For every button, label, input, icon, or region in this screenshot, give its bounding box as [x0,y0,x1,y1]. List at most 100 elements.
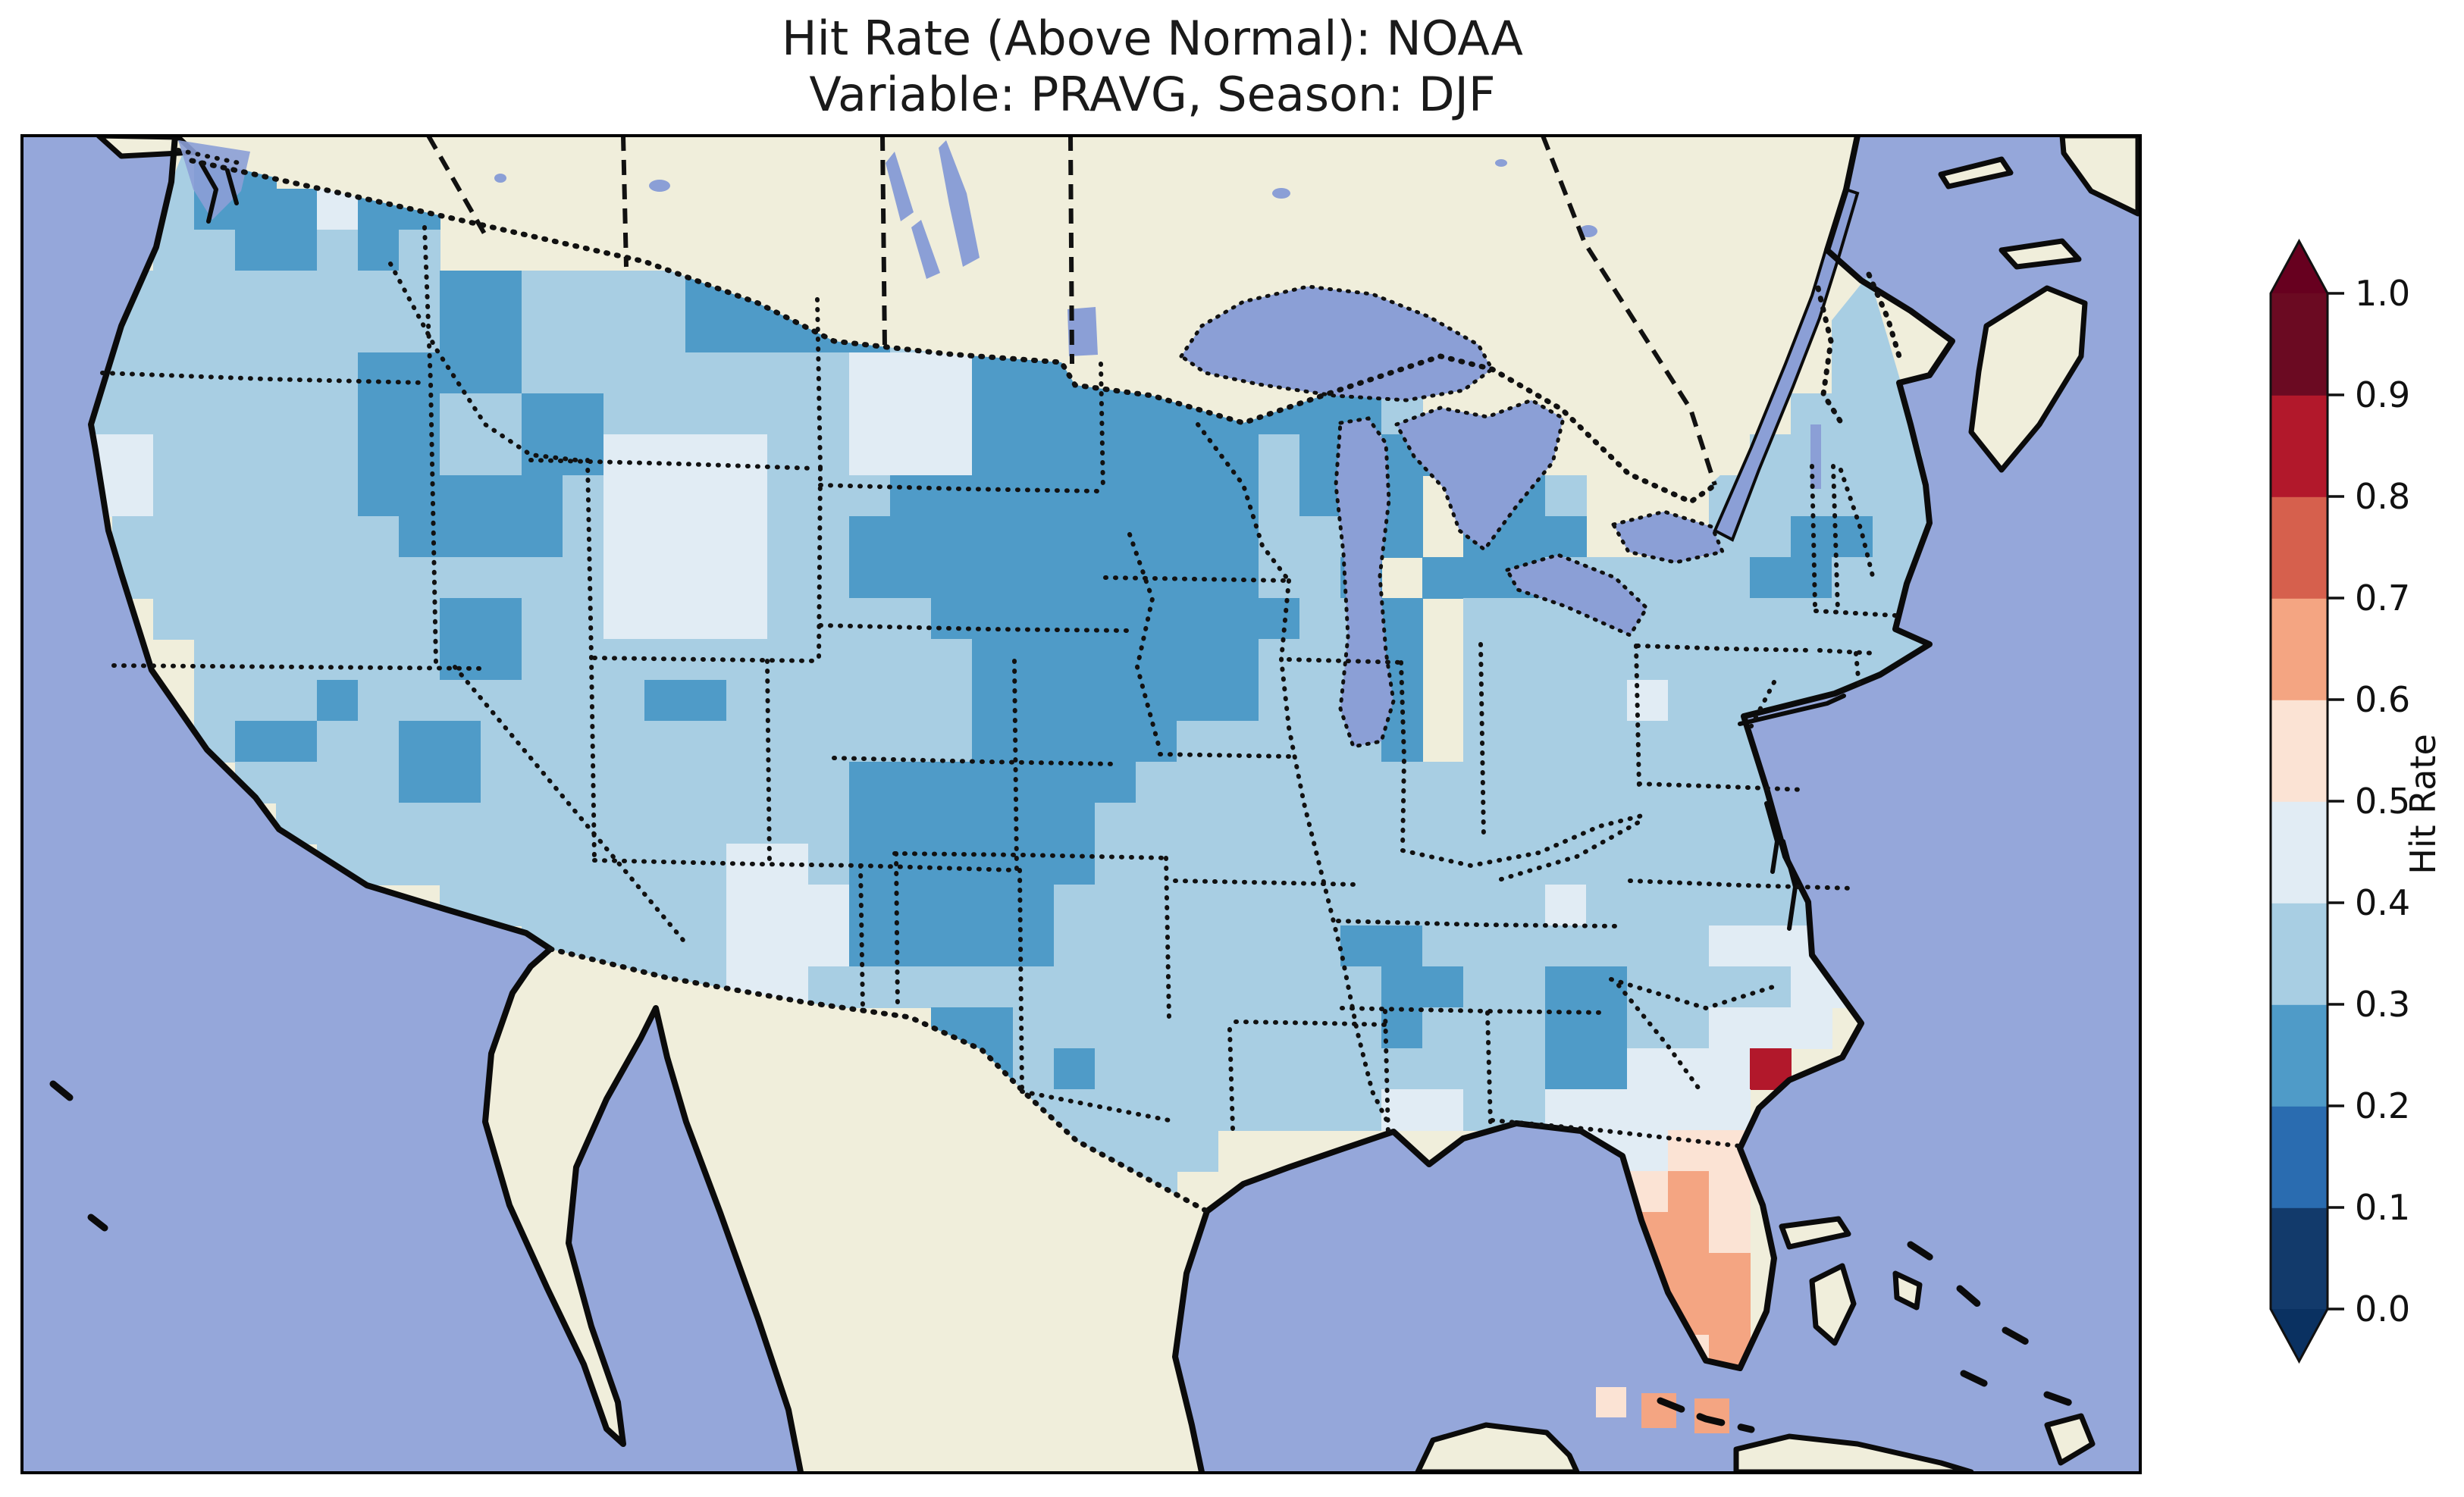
hit-rate-cell [808,925,850,967]
hit-rate-cell [808,721,850,763]
hit-rate-cell [972,393,1014,435]
hit-rate-cell [1422,925,1464,967]
hit-rate-cell [1177,721,1218,763]
hit-rate-cell [481,598,522,640]
colorbar: 0.0 0.1 0.2 0.3 0.4 0.5 0.6 0.7 0.8 0.9 1.0 [2269,238,2410,1364]
hit-rate-cell [972,1007,1014,1049]
hit-rate-cell [890,803,932,844]
hit-rate-cell [890,762,932,803]
hit-rate-cell [603,885,645,926]
colorbar-tick-label: 0.0 [2355,1289,2410,1329]
colorbar-tick-label: 0.9 [2355,374,2410,415]
hit-rate-cell [1545,762,1587,803]
hit-rate-cell [849,925,891,967]
hit-rate-cell [563,680,604,722]
hit-rate-cell [1095,434,1136,476]
hit-rate-cell [399,803,440,844]
hit-rate-cell [440,844,481,885]
hit-rate-cell [1791,557,1832,599]
hit-rate-cell [808,680,850,722]
hit-rate-cell [194,516,236,558]
hit-rate-cell [563,271,604,312]
hit-rate-cell [399,352,440,394]
hit-rate-cell [481,721,522,763]
hit-rate-cell [890,557,932,599]
hit-rate-cell [1627,557,1669,599]
hit-rate-cell [481,639,522,681]
hit-rate-cell [1709,966,1751,1008]
hit-rate-cell [112,393,154,435]
puget-sound-coast [199,161,239,224]
hit-rate-cell [563,516,604,558]
hit-rate-cell [1586,803,1628,844]
hit-rate-cell [563,312,604,353]
hit-rate-cell [1709,1089,1751,1131]
hit-rate-cell [767,885,809,926]
hit-rate-cell [1832,639,1873,681]
hit-rate-cell [1340,1007,1382,1049]
hit-rate-cell [1095,721,1136,763]
hit-rate-cell [1709,639,1751,681]
baja-offshore-islets [49,1080,108,1232]
hit-rate-cell [1545,925,1587,967]
hit-rate-cell [563,844,604,885]
hit-rate-cell [399,680,440,722]
hit-rate-keys-cell [1596,1387,1626,1417]
hit-rate-cell [1136,434,1177,476]
hit-rate-cell [644,475,686,517]
hit-rate-cell [685,925,727,967]
hit-rate-cell [767,925,809,967]
hit-rate-cell [972,598,1014,640]
hit-rate-cell [481,352,522,394]
hit-rate-cell [1668,1253,1710,1295]
bahamas-andros-island [1809,1263,1857,1346]
colorbar-tick-label: 0.8 [2355,476,2410,517]
hit-rate-cell [726,557,768,599]
lake-winnipeg [939,140,980,267]
st-lawrence-river [1713,187,1860,542]
hit-rate-cell [1463,557,1505,599]
hit-rate-cell [317,189,359,230]
hit-rate-cell [317,312,359,353]
lake-huron [1393,398,1566,553]
hit-rate-cell [1054,762,1096,803]
hit-rate-cell [1586,680,1628,722]
hit-rate-cell [890,434,932,476]
hit-rate-cell [1299,1089,1341,1131]
hit-rate-cell [1177,885,1218,926]
hit-rate-cell [194,598,236,640]
hit-rate-cell [1750,516,1792,558]
hit-rate-cell [685,721,727,763]
hit-rate-cell [849,352,891,394]
hit-rate-cell [358,598,400,640]
lake-michigan [1334,416,1396,749]
hit-rate-cell [1136,475,1177,517]
figure-title-line2: Variable: PRAVG, Season: DJF [809,67,1495,122]
hit-rate-cell [112,434,154,476]
hit-rate-cell [1586,639,1628,681]
hit-rate-cell [849,557,891,599]
hit-rate-cell [685,312,727,353]
hit-rate-cell [1054,393,1096,435]
hit-rate-cell [1873,516,1914,558]
hit-rate-cell [603,803,645,844]
hit-rate-cell [522,475,563,517]
colorbar-segment [2271,496,2328,599]
hit-rate-cell [849,639,891,681]
maine-quebec-border [1815,271,1902,427]
hit-rate-cell [481,557,522,599]
hit-rate-cell [644,434,686,476]
hit-rate-cell [726,352,768,394]
lake-ontario [1610,509,1726,565]
bahamas-cays-dashes [1907,1241,2089,1412]
hit-rate-cell [1381,516,1423,558]
hit-rate-cell [972,475,1014,517]
hit-rate-cell [1381,598,1423,640]
hit-rate-cell [1586,1089,1628,1131]
hit-rate-cell [1504,844,1546,885]
hit-rate-cell [1627,680,1669,722]
hit-rate-cell [563,803,604,844]
hit-rate-cell [276,762,318,803]
puget-sound-strait [178,140,250,220]
hit-rate-cell [1545,516,1587,558]
